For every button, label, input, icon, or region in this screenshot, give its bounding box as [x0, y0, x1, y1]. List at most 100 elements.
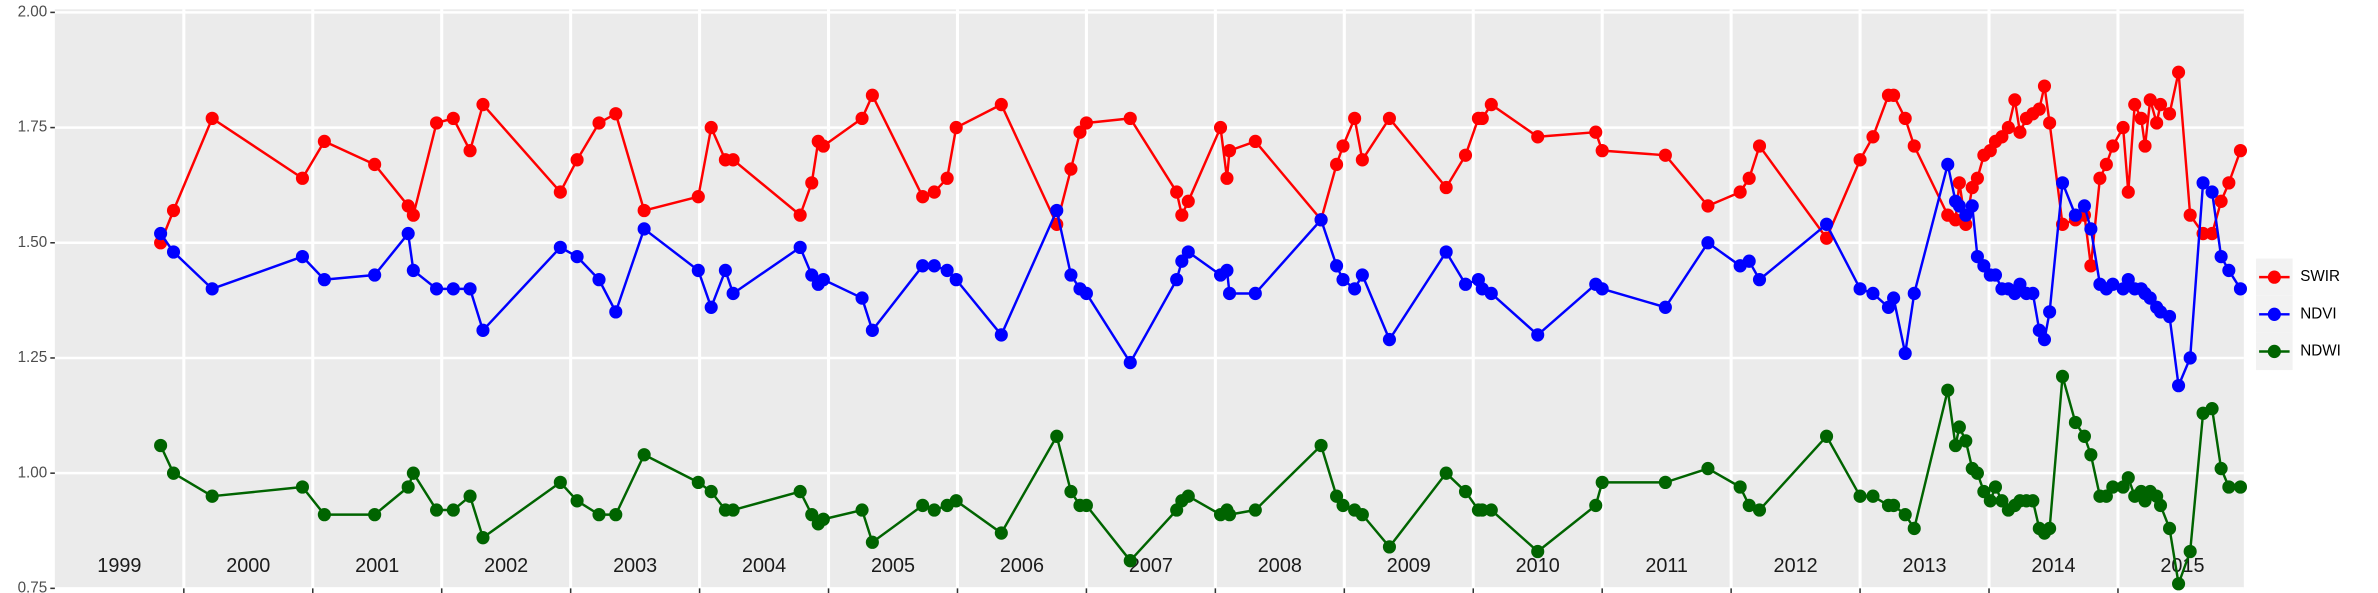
data-point	[1907, 139, 1921, 153]
data-point	[1733, 185, 1747, 199]
data-point	[1064, 268, 1078, 282]
data-point	[592, 507, 606, 522]
data-point	[2121, 471, 2135, 485]
data-point	[1898, 111, 1912, 126]
x-tick-label: 2009	[1387, 555, 1431, 577]
x-tick-label: 2002	[484, 555, 528, 577]
data-point	[446, 503, 460, 517]
data-point	[1458, 148, 1473, 162]
data-point	[1382, 332, 1396, 347]
data-point	[1866, 130, 1880, 144]
data-point	[1222, 507, 1237, 522]
data-point	[406, 466, 420, 480]
data-point	[1701, 236, 1715, 250]
data-point	[1355, 153, 1369, 167]
data-point	[1819, 217, 1834, 232]
data-point	[916, 190, 930, 204]
data-point	[2143, 93, 2157, 107]
data-point	[1941, 383, 1955, 397]
data-point	[476, 323, 490, 337]
data-point	[2032, 102, 2046, 116]
data-point	[1248, 134, 1262, 149]
data-point	[805, 268, 819, 282]
data-point	[793, 208, 807, 222]
data-point	[1355, 268, 1369, 282]
data-point	[1248, 286, 1262, 301]
data-point	[1330, 157, 1344, 172]
data-point	[1079, 116, 1093, 130]
data-point	[1484, 503, 1498, 517]
legend-item: SWIR	[2256, 258, 2340, 296]
data-point	[2134, 111, 2148, 126]
data-point	[865, 323, 879, 337]
data-point	[1123, 111, 1137, 126]
data-point	[1658, 475, 1672, 490]
data-point	[2153, 498, 2168, 513]
data-point	[429, 503, 444, 517]
data-point	[1170, 272, 1184, 287]
data-point	[2205, 185, 2219, 199]
data-point	[317, 272, 331, 287]
data-point	[2214, 249, 2228, 264]
data-point	[1752, 503, 1767, 517]
y-tick-label: 1.00	[18, 464, 48, 481]
data-point	[994, 328, 1008, 342]
data-point	[317, 134, 331, 149]
data-point	[1123, 554, 1137, 568]
data-point	[2183, 351, 2197, 365]
data-point	[609, 305, 623, 319]
data-point	[1220, 171, 1234, 185]
data-point	[2172, 577, 2186, 591]
data-point	[2043, 305, 2057, 319]
data-point	[1701, 461, 1715, 476]
data-point	[927, 185, 941, 199]
data-point	[2205, 401, 2219, 416]
data-point	[1658, 300, 1672, 314]
data-point	[2121, 185, 2135, 199]
x-tick-label: 2014	[2031, 555, 2075, 577]
data-point	[2162, 521, 2177, 536]
data-point	[2233, 143, 2248, 158]
data-point	[1348, 282, 1362, 296]
data-point	[1589, 125, 1603, 139]
data-point	[2093, 171, 2107, 185]
data-point	[154, 226, 168, 241]
data-point	[1213, 120, 1228, 135]
data-point	[1595, 282, 1609, 296]
data-point	[704, 300, 718, 314]
data-point	[1907, 521, 1921, 536]
x-tick-label: 2006	[1000, 555, 1044, 577]
data-point	[1941, 157, 1955, 172]
data-point	[816, 139, 830, 153]
data-point	[637, 448, 651, 462]
data-point	[1959, 217, 1973, 232]
data-point	[463, 143, 477, 158]
data-point	[406, 263, 420, 278]
data-point	[2026, 494, 2040, 508]
data-point	[1382, 540, 1396, 554]
data-point	[2196, 176, 2210, 190]
data-point	[1948, 438, 1963, 453]
data-point	[1314, 438, 1328, 453]
data-point	[916, 498, 930, 513]
data-point	[1995, 130, 2009, 144]
data-point	[1898, 507, 1912, 522]
data-point	[1484, 97, 1498, 112]
data-point	[553, 475, 567, 490]
data-point	[691, 190, 705, 204]
data-point	[2162, 107, 2177, 121]
data-point	[1595, 475, 1609, 490]
data-point	[1439, 245, 1453, 259]
data-point	[295, 249, 310, 264]
data-point	[1853, 489, 1867, 503]
data-point	[2214, 194, 2228, 208]
data-point	[2013, 125, 2027, 139]
data-point	[570, 249, 584, 264]
data-point	[1181, 194, 1195, 208]
x-tick-label: 2000	[226, 555, 270, 577]
data-point	[429, 116, 444, 130]
y-tick-label: 0.75	[18, 579, 48, 593]
data-point	[2162, 309, 2177, 324]
